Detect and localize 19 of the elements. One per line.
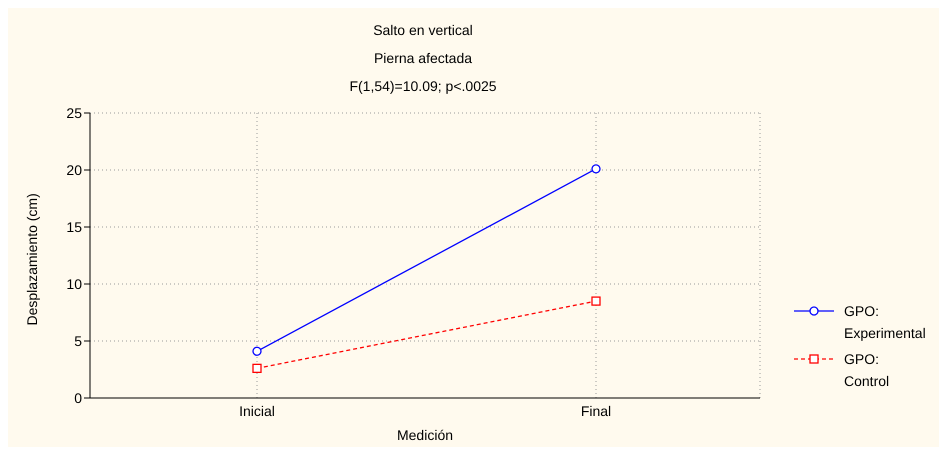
y-tick-label: 25 <box>66 104 82 121</box>
y-tick-label: 0 <box>74 390 82 406</box>
y-tick-label: 5 <box>74 332 82 349</box>
legend-label: GPO: Experimental <box>844 302 926 343</box>
chart-title: Salto en vertical <box>372 21 474 40</box>
x-tick-label: Inicial <box>239 402 275 419</box>
y-tick-label: 15 <box>66 218 82 235</box>
point <box>591 296 601 306</box>
y-tick-label: 10 <box>66 276 82 292</box>
x-axis-title: Medición <box>396 427 454 443</box>
legend-label: GPO: Control <box>844 350 890 391</box>
y-tick-label: 20 <box>66 162 82 178</box>
x-tick-label: Final <box>580 402 612 419</box>
point <box>591 164 601 174</box>
chart-subtitle: Pierna afectada <box>372 49 474 68</box>
text: F(1,54)=10.09; p<.0025 <box>348 77 498 96</box>
y-axis-title: Desplazamiento (cm) <box>24 193 40 326</box>
point <box>252 364 262 374</box>
point <box>252 346 262 356</box>
